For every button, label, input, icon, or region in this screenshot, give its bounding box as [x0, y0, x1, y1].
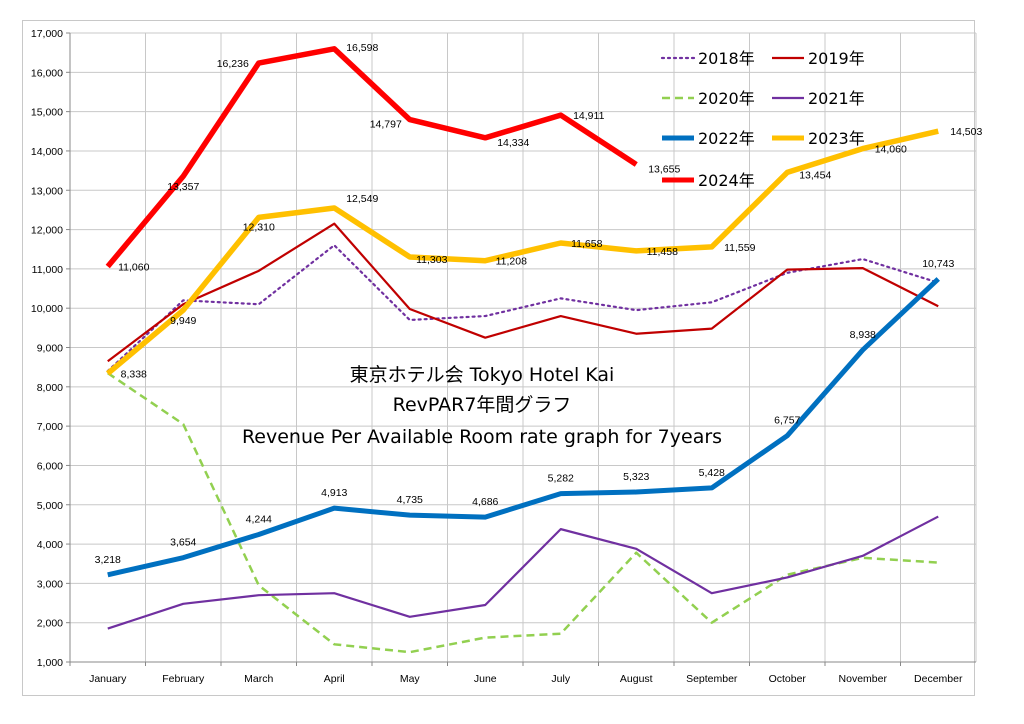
data-label: 4,244: [246, 513, 272, 525]
chart-title: 東京ホテル会 Tokyo Hotel Kai RevPAR7年間グラフ Revenu…: [242, 364, 722, 448]
legend-label: 2024年: [698, 171, 755, 190]
x-tick-label: April: [324, 673, 345, 685]
series-line-2024年: [105, 46, 638, 269]
data-label: 12,310: [243, 221, 275, 233]
x-tick-label: September: [686, 673, 738, 685]
x-tick-label: August: [620, 673, 653, 685]
x-tick-label: March: [244, 673, 273, 685]
data-label: 3,654: [170, 537, 196, 549]
chart-title-line: 東京ホテル会 Tokyo Hotel Kai: [350, 364, 615, 386]
y-tick-label: 8,000: [37, 382, 63, 394]
data-label: 9,949: [170, 315, 196, 327]
y-tick-label: 11,000: [32, 264, 63, 276]
data-label: 11,458: [647, 246, 678, 258]
legend-label: 2021年: [808, 89, 865, 108]
data-label: 14,911: [573, 110, 604, 122]
data-label: 14,334: [497, 137, 529, 149]
data-label: 8,938: [850, 329, 876, 341]
data-label: 16,598: [346, 42, 378, 54]
legend-label: 2022年: [698, 129, 755, 148]
series-line-2023年: [105, 128, 939, 376]
x-axis: January February March April May June July Augu…: [69, 662, 963, 685]
data-label: 14,797: [370, 119, 402, 131]
y-tick-label: 6,000: [37, 460, 63, 472]
data-label: 4,686: [472, 496, 498, 508]
y-tick-label: 2,000: [37, 618, 63, 630]
x-tick-label: May: [400, 673, 421, 685]
y-tick-label: 10,000: [31, 303, 63, 315]
data-label: 4,735: [397, 494, 423, 506]
y-tick-label: 7,000: [37, 421, 63, 433]
x-tick-label: February: [162, 673, 205, 685]
legend-label: 2018年: [698, 49, 755, 68]
series-line-2019年: [107, 222, 939, 363]
x-tick-label: November: [839, 673, 888, 685]
y-tick-label: 13,000: [31, 185, 63, 197]
series-line-2018年: [106, 244, 940, 373]
series-group: [105, 46, 940, 654]
data-label: 6,757: [774, 415, 800, 427]
y-tick-label: 4,000: [37, 539, 63, 551]
data-label: 11,303: [416, 254, 447, 266]
series-line-2020年: [107, 372, 939, 654]
data-label: 3,218: [95, 554, 121, 566]
data-label: 11,208: [496, 256, 527, 268]
x-tick-label: July: [551, 673, 570, 685]
y-tick-label: 3,000: [37, 578, 63, 590]
data-label: 11,559: [724, 242, 755, 254]
y-tick-label: 15,000: [31, 107, 63, 119]
data-label: 12,549: [346, 193, 378, 205]
chart-title-line: Revenue Per Available Room rate graph fo…: [242, 426, 722, 448]
data-label: 5,428: [699, 467, 725, 479]
data-label: 10,743: [922, 258, 954, 270]
series-line-2021年: [107, 515, 939, 630]
legend-label: 2023年: [808, 129, 865, 148]
x-tick-label: October: [769, 673, 807, 685]
data-label: 16,236: [217, 58, 249, 70]
data-label: 13,454: [799, 169, 831, 181]
data-labels: 3,218 3,654 4,244 4,913 4,735 4,686 5,282 5,323…: [95, 42, 983, 566]
data-label: 5,282: [548, 473, 574, 485]
y-axis: 1,000 2,000 3,000 4,000 5,000 6,000 7,000 8,000…: [31, 28, 70, 669]
y-tick-label: 5,000: [37, 500, 63, 512]
data-label: 13,357: [167, 181, 199, 193]
y-tick-label: 1,000: [37, 657, 63, 669]
series-line-2022年: [107, 277, 940, 578]
data-label: 4,913: [321, 487, 347, 499]
chart-title-line: RevPAR7年間グラフ: [393, 394, 572, 416]
legend: 2018年 2019年 2020年 2021年 2022年 2023年 2024年: [660, 49, 865, 190]
x-tick-label: June: [474, 673, 497, 685]
legend-label: 2020年: [698, 89, 755, 108]
data-label: 8,338: [121, 369, 147, 381]
y-tick-label: 9,000: [37, 343, 63, 355]
data-label: 11,060: [118, 262, 149, 274]
y-tick-label: 12,000: [31, 225, 63, 237]
data-label: 14,060: [875, 144, 907, 156]
data-label: 5,323: [623, 471, 649, 483]
y-tick-label: 16,000: [31, 67, 63, 79]
x-tick-label: December: [914, 673, 963, 685]
x-tick-label: January: [89, 673, 127, 685]
data-label: 14,503: [950, 126, 982, 138]
legend-label: 2019年: [808, 49, 865, 68]
y-tick-label: 14,000: [31, 146, 63, 158]
y-tick-label: 17,000: [31, 28, 63, 40]
data-label: 13,655: [648, 164, 680, 176]
data-label: 11,658: [571, 238, 602, 250]
